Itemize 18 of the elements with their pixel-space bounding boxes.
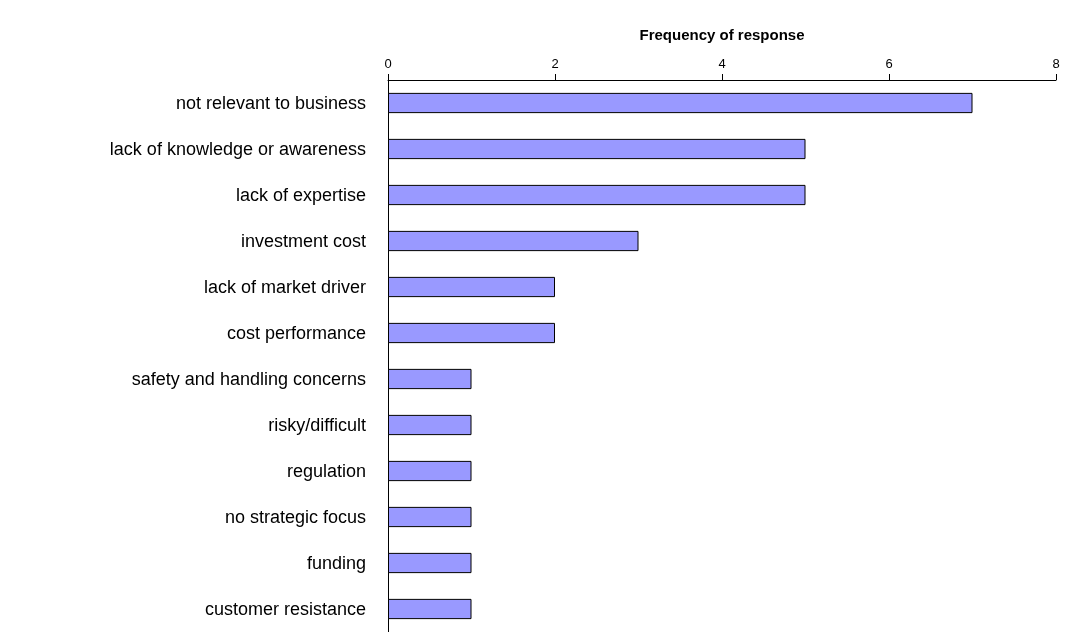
y-tick-label: lack of market driver	[203, 277, 366, 297]
y-tick-label: not relevant to business	[175, 93, 366, 113]
y-tick-label: risky/difficult	[268, 415, 366, 435]
y-tick-label: no strategic focus	[224, 507, 366, 527]
y-tick-label: funding	[306, 553, 366, 573]
x-tick-label: 0	[384, 56, 392, 71]
x-axis-title: Frequency of response	[639, 26, 805, 43]
y-tick-label: investment cost	[240, 231, 366, 251]
x-tick-label: 8	[1052, 56, 1060, 71]
y-tick-label: regulation	[286, 461, 366, 481]
x-tick-label: 2	[551, 56, 559, 71]
y-tick-label: customer resistance	[204, 599, 366, 619]
y-tick-label: cost performance	[226, 323, 366, 343]
y-tick-label: lack of knowledge or awareness	[109, 139, 366, 159]
x-tick-label: 6	[885, 56, 893, 71]
y-tick-label: lack of expertise	[235, 185, 366, 205]
y-tick-label: safety and handling concerns	[131, 369, 366, 389]
x-tick-label: 4	[718, 56, 726, 71]
